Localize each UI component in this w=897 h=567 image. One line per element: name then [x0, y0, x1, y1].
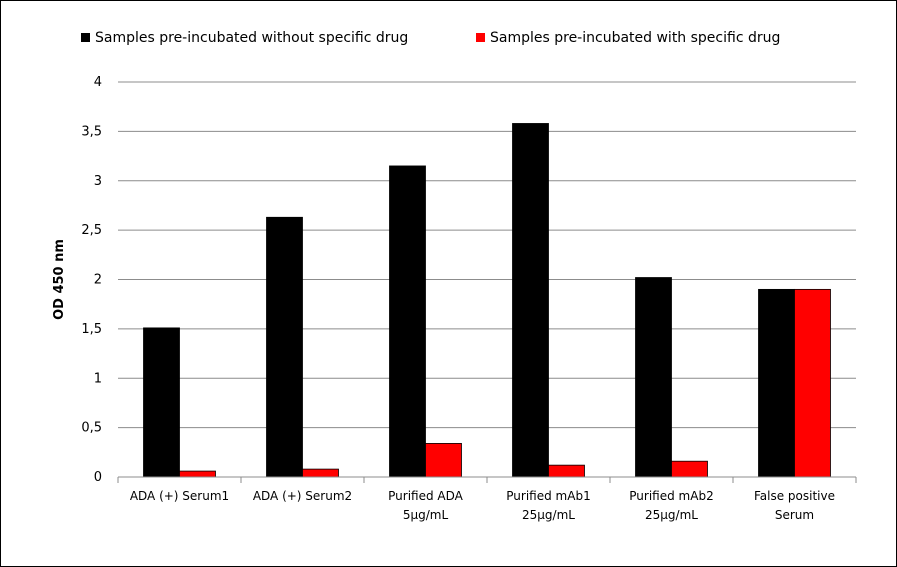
bar-with-drug — [548, 464, 585, 478]
x-category-label: ADA (+) Serum2 — [253, 489, 352, 503]
bar-with-drug — [671, 460, 708, 478]
x-category-label: 25µg/mL — [645, 508, 698, 522]
bar-without-drug — [389, 165, 426, 478]
x-category-label: 5µg/mL — [403, 508, 449, 522]
legend-swatch — [476, 33, 485, 42]
y-tick-label: 1 — [94, 371, 102, 386]
legend-label: Samples pre-incubated without specific d… — [95, 30, 408, 46]
bar-with-drug — [794, 288, 831, 478]
bar-without-drug — [512, 123, 549, 478]
x-category-label: Purified mAb1 — [506, 489, 590, 503]
bar-without-drug — [758, 288, 795, 478]
y-tick-label: 3 — [94, 174, 102, 189]
category-labels: ADA (+) Serum1 ADA (+) Serum2 Purified ADA… — [130, 489, 835, 522]
gridlines — [117, 81, 857, 483]
bar-without-drug — [143, 327, 180, 478]
x-category-label: Serum — [775, 508, 814, 522]
y-tick-label: 2,5 — [81, 223, 102, 238]
bar-with-drug — [302, 468, 339, 478]
y-tick-label: 1,5 — [81, 322, 102, 337]
y-tick-label: 4 — [94, 75, 102, 90]
bar-without-drug — [635, 277, 672, 478]
legend-swatch — [81, 33, 90, 42]
y-tick-labels: 0 0,5 1 1,5 2 2,5 3 3,5 4 — [81, 75, 102, 485]
x-category-label: False positive — [754, 489, 835, 503]
bar-with-drug — [425, 443, 462, 478]
bar-with-drug — [179, 470, 216, 478]
x-category-label: 25µg/mL — [522, 508, 575, 522]
y-tick-label: 0 — [94, 470, 102, 485]
y-tick-label: 2 — [94, 273, 102, 288]
y-axis-title: OD 450 nm — [52, 239, 67, 320]
bars — [143, 123, 831, 478]
x-category-label: Purified ADA — [388, 489, 464, 503]
bar-without-drug — [266, 216, 303, 478]
legend-label: Samples pre-incubated with specific drug — [490, 30, 780, 46]
x-category-label: ADA (+) Serum1 — [130, 489, 229, 503]
y-tick-label: 0,5 — [81, 421, 102, 436]
y-tick-label: 3,5 — [81, 124, 102, 139]
x-category-label: Purified mAb2 — [629, 489, 713, 503]
legend: Samples pre-incubated without specific d… — [81, 30, 780, 46]
